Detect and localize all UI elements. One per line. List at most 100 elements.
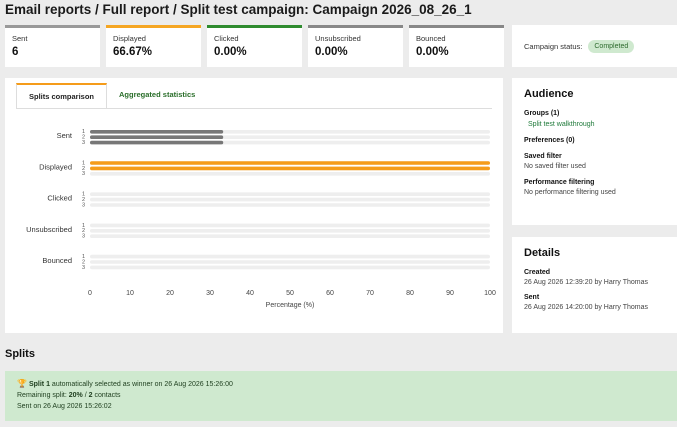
series-label: 3 (82, 202, 85, 208)
performance-filter-value: No performance filtering used (524, 189, 616, 196)
remaining-pct: 20% (68, 392, 83, 399)
category-label: Displayed (39, 162, 72, 171)
stat-label: Displayed (113, 34, 146, 43)
preferences-label: Preferences (0) (524, 137, 575, 144)
stat-unsubscribed: Unsubscribed 0.00% (308, 25, 403, 67)
bar-track (90, 172, 490, 176)
status-badge: Completed (588, 39, 635, 53)
created-label: Created (524, 269, 551, 276)
status-label: Campaign status: (524, 41, 583, 51)
stat-label: Sent (12, 34, 28, 43)
saved-filter-value: No saved filter used (524, 163, 586, 170)
x-tick-label: 100 (484, 290, 496, 297)
bar-track (90, 260, 490, 264)
tab-splits-comparison[interactable]: Splits comparison (16, 83, 108, 109)
series-label: 3 (82, 140, 85, 146)
bar-track (90, 265, 490, 270)
remaining-sep: / (82, 392, 89, 399)
winner-line: 🏆 Split 1 automatically selected as winn… (17, 378, 670, 390)
remaining-label: Remaining split: (17, 392, 67, 399)
winner-split-name: Split 1 (28, 381, 50, 388)
category-label: Unsubscribed (26, 225, 72, 234)
series-label: 3 (82, 171, 85, 177)
splits-chart-card: Splits comparison Aggregated statistics … (5, 78, 503, 333)
stat-bounced: Bounced 0.00% (409, 25, 504, 67)
x-tick-label: 10 (126, 290, 134, 297)
series-label: 1 (82, 254, 85, 260)
campaign-status: Campaign status: Completed (512, 25, 677, 67)
series-label: 1 (82, 192, 85, 198)
category-label: Clicked (47, 194, 72, 203)
audience-panel: Audience Groups (1) Split test walkthrou… (512, 78, 677, 225)
tab-divider (16, 108, 492, 109)
bar (90, 161, 490, 165)
stat-value: 0.00% (315, 46, 348, 58)
stat-label: Unsubscribed (315, 34, 361, 43)
bar (90, 166, 490, 171)
remaining-unit: contacts (92, 392, 121, 399)
bar-track (90, 197, 490, 202)
trophy-icon: 🏆 (17, 379, 27, 388)
x-tick-label: 60 (326, 290, 334, 297)
details-title: Details (524, 247, 561, 259)
x-tick-label: 50 (286, 290, 294, 297)
series-label: 2 (82, 197, 85, 203)
tab-aggregated-statistics[interactable]: Aggregated statistics (119, 90, 196, 99)
stat-label: Bounced (416, 34, 446, 43)
group-link[interactable]: Split test walkthrough (528, 121, 595, 128)
remaining-line: Remaining split: 20% / 2 contacts (17, 390, 670, 401)
x-tick-label: 90 (446, 290, 454, 297)
x-tick-label: 0 (88, 290, 92, 297)
stat-displayed: Displayed 66.67% (106, 25, 201, 67)
stat-clicked: Clicked 0.00% (207, 25, 302, 67)
bar-track (90, 254, 490, 259)
x-tick-label: 70 (366, 290, 374, 297)
remaining-count: 2 (88, 392, 93, 399)
bar-track (90, 234, 490, 238)
sent-label: Sent (524, 294, 540, 301)
chart-tabs: Splits comparison Aggregated statistics (16, 83, 207, 109)
series-label: 1 (82, 129, 85, 135)
groups-label: Groups (1) (524, 110, 560, 117)
bar-track (90, 203, 490, 207)
created-value: 26 Aug 2026 12:39:20 by Harry Thomas (524, 279, 649, 286)
stat-value: 0.00% (214, 46, 247, 58)
performance-filter-label: Performance filtering (524, 179, 595, 186)
winner-banner: 🏆 Split 1 automatically selected as winn… (5, 371, 677, 421)
stat-value: 66.67% (113, 46, 153, 58)
bar-track (90, 223, 490, 228)
saved-filter-label: Saved filter (524, 153, 562, 160)
x-axis-label: Percentage (%) (266, 302, 315, 309)
audience-title: Audience (524, 88, 574, 100)
stat-value: 0.00% (416, 46, 449, 58)
sent-on: Sent on 26 Aug 2026 15:26:02 (17, 403, 112, 410)
details-panel: Details Created 26 Aug 2026 12:39:20 by … (512, 237, 677, 333)
page-title: Email reports / Full report / Split test… (5, 2, 472, 17)
series-label: 2 (82, 259, 85, 265)
stat-sent: Sent 6 (5, 25, 100, 67)
series-label: 2 (82, 135, 85, 141)
x-tick-label: 30 (206, 290, 214, 297)
series-label: 2 (82, 228, 85, 234)
series-label: 1 (82, 223, 85, 229)
bar-track (90, 192, 490, 196)
series-label: 2 (82, 166, 85, 172)
series-label: 1 (82, 160, 85, 166)
category-label: Bounced (42, 256, 72, 265)
stat-label: Clicked (214, 34, 239, 43)
bar (90, 135, 224, 139)
stat-value: 6 (12, 46, 19, 58)
sent-value: 26 Aug 2026 14:20:00 by Harry Thomas (524, 304, 649, 311)
x-tick-label: 40 (246, 290, 254, 297)
winner-text: automatically selected as winner on 26 A… (51, 381, 233, 388)
bar (90, 130, 224, 134)
x-tick-label: 80 (406, 290, 414, 297)
series-label: 3 (82, 265, 85, 271)
series-label: 3 (82, 234, 85, 240)
bar (90, 140, 224, 145)
splits-heading: Splits (5, 348, 35, 360)
x-tick-label: 20 (166, 290, 174, 297)
bar-track (90, 229, 490, 233)
category-label: Sent (57, 131, 73, 140)
